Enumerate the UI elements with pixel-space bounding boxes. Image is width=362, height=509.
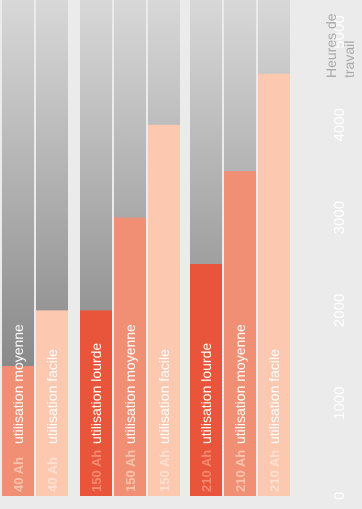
- bar-battery-label: 150 Ah: [123, 450, 138, 492]
- axis-title-line1: Heures de: [323, 13, 339, 78]
- bar: [80, 310, 112, 496]
- bar-battery-label: 210 Ah: [267, 450, 282, 492]
- bar-usage-label: utilisation facile: [156, 349, 172, 444]
- bar: [224, 171, 256, 496]
- bar-battery-label: 150 Ah: [89, 450, 104, 492]
- axis-tick-label: 2000: [331, 294, 348, 327]
- bar-usage-label: utilisation moyenne: [10, 324, 26, 444]
- bar-battery-label: 210 Ah: [199, 450, 214, 492]
- axis-ticks: 0 1000 2000 3000 4000 5000: [331, 15, 348, 500]
- bar-usage-label: utilisation lourde: [198, 343, 214, 444]
- axis-tick-label: 5000: [331, 15, 348, 48]
- bar: [114, 217, 146, 496]
- axis-tick-label: 0: [331, 492, 348, 500]
- bar-battery-label: 40 Ah: [11, 457, 26, 492]
- axis-tick-label: 3000: [331, 201, 348, 234]
- bar: [148, 124, 180, 497]
- bar: [190, 264, 222, 496]
- value-axis: 0 1000 2000 3000 4000 5000 Heures de travail: [323, 13, 357, 500]
- bar-usage-label: utilisation facile: [266, 349, 282, 444]
- bar-battery-label: 150 Ah: [157, 450, 172, 492]
- bar: [258, 73, 290, 496]
- bar: [2, 366, 34, 496]
- axis-title-line2: travail: [341, 41, 357, 78]
- bars: [2, 73, 290, 497]
- bar-labels: 40 Ah utilisation moyenne 40 Ah utilisation…: [10, 324, 282, 492]
- bar-battery-label: 210 Ah: [233, 450, 248, 492]
- bar-usage-label: utilisation moyenne: [122, 324, 138, 444]
- bar-usage-label: utilisation moyenne: [232, 324, 248, 444]
- axis-tick-label: 1000: [331, 387, 348, 420]
- axis-tick-label: 4000: [331, 108, 348, 141]
- bar: [36, 310, 68, 496]
- bar-battery-label: 40 Ah: [45, 457, 60, 492]
- bar-usage-label: utilisation facile: [44, 349, 60, 444]
- bar-usage-label: utilisation lourde: [88, 343, 104, 444]
